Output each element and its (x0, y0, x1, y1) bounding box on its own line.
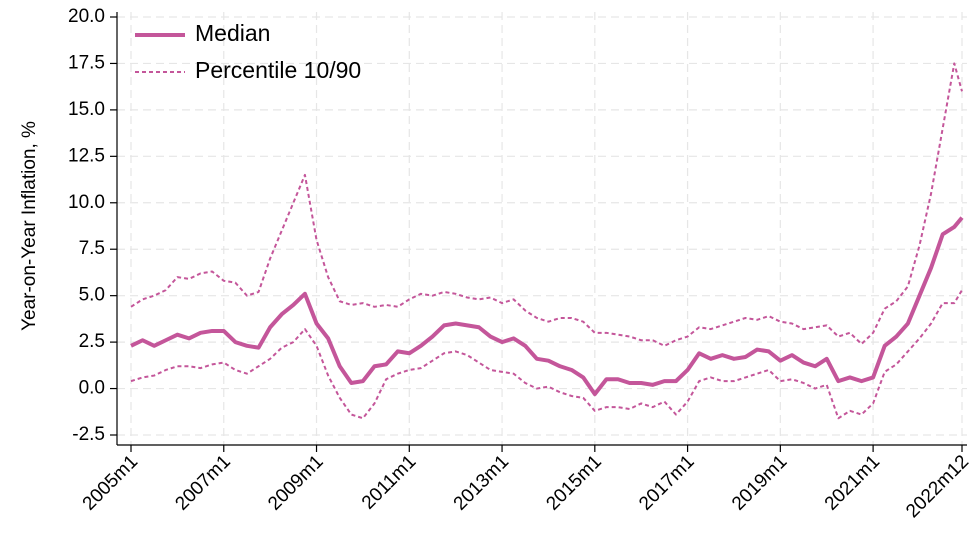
y-tick-label: 17.5 (68, 52, 105, 73)
x-tick-label: 2013m1 (450, 451, 513, 514)
x-tick-label: 2015m1 (542, 451, 605, 514)
y-tick-label: 0.0 (79, 378, 105, 399)
legend-label: Median (195, 20, 270, 46)
x-tick-label: 2019m1 (728, 451, 791, 514)
x-tick-label: 2005m1 (79, 451, 142, 514)
line-series (130, 216, 964, 397)
y-tick-label: 10.0 (68, 192, 105, 213)
legend-label: Percentile 10/90 (195, 57, 361, 83)
x-tick-label: 2011m1 (358, 451, 420, 513)
y-tick-label: -2.5 (72, 424, 105, 445)
y-tick-label: 5.0 (79, 285, 105, 306)
y-tick-label: 7.5 (79, 238, 105, 259)
x-tick-label: 2007m1 (171, 451, 234, 514)
y-tick-label: 20.0 (68, 6, 105, 27)
x-tick-label: 2021m1 (821, 451, 884, 514)
x-tick-label: 2009m1 (264, 451, 327, 514)
x-tick-label: 2017m1 (635, 451, 698, 514)
y-tick-label: 15.0 (68, 99, 105, 120)
y-tick-label: 2.5 (79, 331, 105, 352)
x-tick-label: 2022m12 (902, 451, 969, 522)
y-tick-label: 12.5 (68, 145, 105, 166)
y-axis-label: Year-on-Year Inflation, % (19, 121, 40, 331)
line-series (130, 289, 963, 420)
line-series (130, 62, 963, 347)
